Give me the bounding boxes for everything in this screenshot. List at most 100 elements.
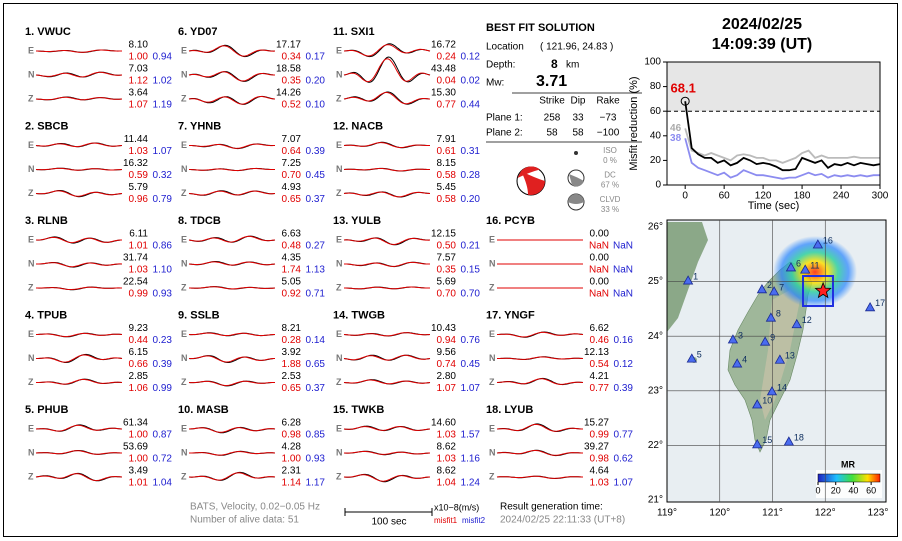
misfit2: 0.17 xyxy=(306,52,326,63)
misfit1: 1.04 xyxy=(437,478,457,489)
misfit2: 1.13 xyxy=(306,265,326,276)
time: 14:09:39 (UT) xyxy=(712,36,812,53)
waveform-synthetic xyxy=(343,474,430,482)
colorbar-tick-label: 60 xyxy=(866,485,876,495)
amplitude: 3.49 xyxy=(129,466,149,477)
amplitude: 5.45 xyxy=(437,182,457,193)
misfit1: 1.01 xyxy=(129,241,149,252)
amplitude: 10.43 xyxy=(431,323,456,334)
misfit2: 0.71 xyxy=(306,289,326,300)
station-number: 7 xyxy=(779,282,784,292)
component-label: N xyxy=(28,69,35,79)
component-label: N xyxy=(336,164,343,174)
waveform-synthetic xyxy=(343,426,431,431)
component-name: CLVD xyxy=(600,195,621,204)
misfit-line xyxy=(684,138,880,180)
amplitude: 17.17 xyxy=(276,40,301,51)
amplitude: 0.00 xyxy=(590,253,610,264)
component-label: N xyxy=(336,69,343,79)
component-label: N xyxy=(28,164,35,174)
amplitude: 2.53 xyxy=(282,371,302,382)
waveform-synthetic xyxy=(188,71,275,82)
component-label: Z xyxy=(28,282,34,292)
misfit1: 1.12 xyxy=(129,76,149,87)
station-marker xyxy=(766,386,778,396)
component-label: N xyxy=(489,447,496,457)
waveform-synthetic xyxy=(496,475,583,479)
plane-value: 258 xyxy=(544,113,561,124)
misfit2: 0.12 xyxy=(614,359,634,370)
waveform-synthetic xyxy=(344,286,430,290)
amplitude: 15.30 xyxy=(431,88,456,99)
station-number: 14 xyxy=(777,382,787,392)
misfit2: 0.86 xyxy=(153,241,173,252)
component-label: Z xyxy=(181,471,187,481)
amplitude: 7.03 xyxy=(129,64,149,75)
misfit2: 1.07 xyxy=(614,478,634,489)
amplitude: 5.05 xyxy=(282,277,302,288)
misfit1: 1.06 xyxy=(129,383,149,394)
misfit1: 0.70 xyxy=(282,170,302,181)
misfit1: 0.48 xyxy=(282,241,302,252)
waveform-synthetic xyxy=(343,58,431,83)
amplitude: 18.58 xyxy=(276,64,301,75)
misfit2: 0.27 xyxy=(306,241,326,252)
misfit1: 0.96 xyxy=(129,194,149,205)
waveform-synthetic xyxy=(343,142,430,148)
waveform-synthetic xyxy=(36,332,123,338)
misfit2: 0.44 xyxy=(461,100,481,111)
map-y-tick-label: 24° xyxy=(648,331,663,342)
amplitude: 53.69 xyxy=(123,442,148,453)
misfit1: 0.24 xyxy=(437,52,457,63)
component-label: N xyxy=(181,353,188,363)
amplitude: 16.32 xyxy=(123,158,148,169)
station-number: 4 xyxy=(742,354,747,364)
amplitude: 6.63 xyxy=(282,229,302,240)
amplitude: 15.27 xyxy=(584,418,609,429)
station-name: 7. YHNB xyxy=(178,120,221,132)
result-label: Result generation time: xyxy=(500,502,603,513)
station-marker xyxy=(727,334,739,344)
waveform-synthetic xyxy=(344,261,430,267)
misfit2: 0.39 xyxy=(614,383,634,394)
waveform-synthetic xyxy=(36,49,122,53)
waveform-synthetic xyxy=(344,451,430,455)
amplitude: 4.28 xyxy=(282,442,302,453)
misfit1: 0.58 xyxy=(437,170,457,181)
plane-label: Plane 1: xyxy=(486,113,523,124)
station-marker xyxy=(752,439,763,449)
result-time: 2024/02/25 22:11:33 (UT+8) xyxy=(500,515,625,526)
waveform-synthetic xyxy=(188,96,276,105)
component-label: Z xyxy=(489,471,495,481)
amplitude: 11.44 xyxy=(124,134,149,145)
waveform-synthetic xyxy=(343,92,431,105)
station-number: 18 xyxy=(794,432,804,442)
misfit1: 1.01 xyxy=(129,478,149,489)
threshold-band xyxy=(667,62,880,112)
misfit1: 1.00 xyxy=(129,430,149,441)
waveform-synthetic xyxy=(496,423,583,432)
misfit1: 0.64 xyxy=(282,146,302,157)
station-marker xyxy=(800,264,811,274)
station-name: 6. YD07 xyxy=(178,26,218,38)
component-label: Z xyxy=(28,471,34,481)
station-marker xyxy=(686,353,697,363)
amplitude: 9.56 xyxy=(437,347,457,358)
misfit1: 0.46 xyxy=(590,335,610,346)
misfit2: NaN xyxy=(613,265,633,276)
misfit1: 0.99 xyxy=(590,430,610,441)
station-marker xyxy=(768,286,780,296)
station-name: 1. VWUC xyxy=(25,26,71,38)
table-header: Rake xyxy=(596,96,620,107)
amplitude: 0.00 xyxy=(590,277,610,288)
station-name: 18. LYUB xyxy=(486,404,533,416)
amplitude: 12.15 xyxy=(431,229,456,240)
component-label: E xyxy=(336,234,342,244)
colorbar-tick-label: 20 xyxy=(831,485,841,495)
misfit2: NaN xyxy=(613,289,633,300)
amplitude: 4.21 xyxy=(590,371,610,382)
epicenter xyxy=(814,281,832,299)
station-number: 17 xyxy=(875,298,885,308)
misfit2-key: misfit2 xyxy=(462,516,486,525)
waveform-synthetic xyxy=(188,355,275,363)
